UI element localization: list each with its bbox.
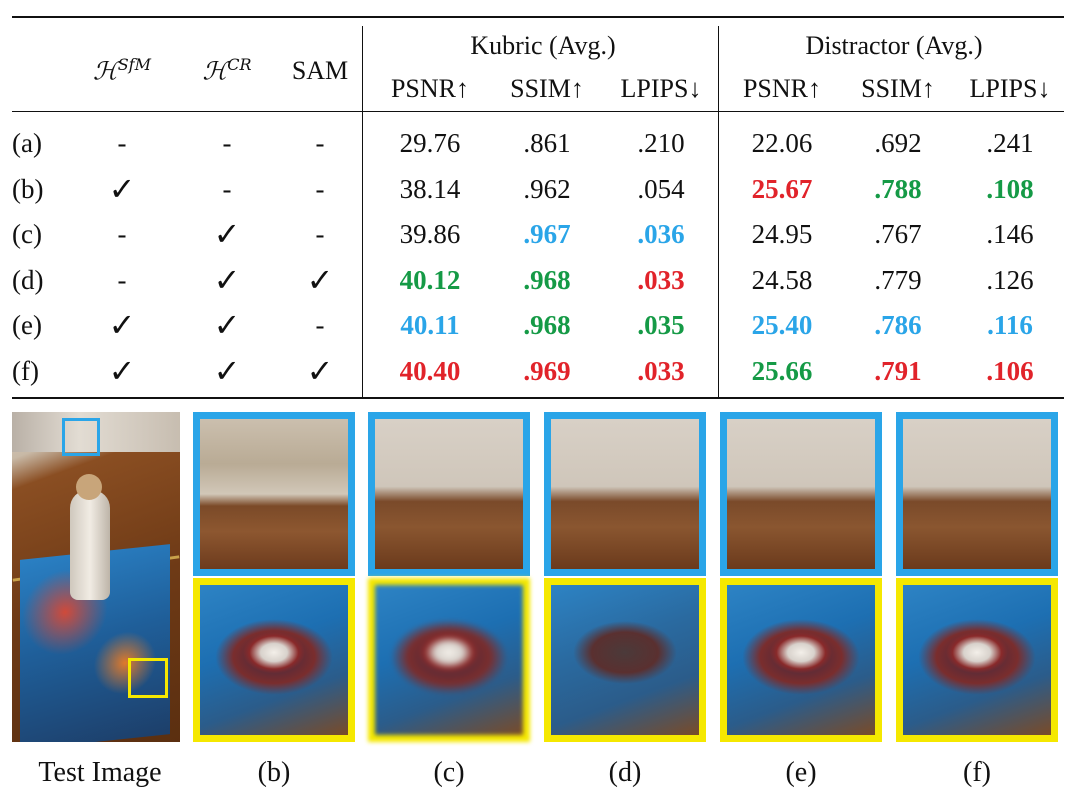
metric-value: 38.14: [399, 173, 461, 204]
metric-value: .210: [637, 128, 685, 158]
metric-value: 25.67: [751, 173, 813, 204]
row-label: (a): [12, 128, 42, 158]
metric-header: LPIPS↓: [620, 74, 702, 103]
yellow-crop-marker: [128, 658, 168, 698]
metric-value: .968: [523, 264, 571, 295]
check-mark: ✓: [213, 215, 241, 253]
metric-header: LPIPS↓: [969, 74, 1051, 103]
metric-value: .968: [523, 310, 571, 340]
metric-value: .126: [986, 264, 1034, 295]
metric-value: .786: [874, 310, 922, 340]
metric-value: .108: [986, 173, 1034, 204]
crop-blue-f: [896, 412, 1058, 576]
check-mark: ✓: [108, 351, 136, 390]
header-rule: [12, 111, 1064, 112]
metric-value: .767: [874, 219, 922, 249]
dash-cell: -: [315, 310, 325, 340]
group-kubric: Kubric (Avg.): [470, 31, 616, 60]
metric-value: 29.76: [399, 128, 461, 158]
metric-header: PSNR↑: [742, 74, 822, 103]
crop-blue-e: [720, 412, 882, 576]
caption-test-image: Test Image: [38, 757, 162, 788]
metric-header: PSNR↑: [390, 74, 470, 103]
caption-c: (c): [433, 757, 465, 788]
metric-value: .779: [874, 264, 922, 295]
metric-value: .146: [986, 219, 1034, 249]
metric-value: .967: [523, 219, 571, 249]
metric-value: .035: [637, 310, 685, 340]
crop-blue-c: [368, 412, 530, 576]
metric-value: 39.86: [399, 219, 461, 249]
separator-methods: [362, 26, 363, 398]
metric-value: 22.06: [751, 128, 813, 158]
figurine: [70, 490, 110, 600]
check-mark: ✓: [306, 260, 334, 299]
crop-yellow-f: [896, 578, 1058, 742]
metric-value: .033: [637, 264, 685, 295]
crop-yellow-b: [193, 578, 355, 742]
crop-yellow-d: [544, 578, 706, 742]
group-distractor: Distractor (Avg.): [805, 31, 983, 60]
caption-e: (e): [785, 757, 817, 788]
caption-d: (d): [608, 757, 642, 788]
bottom-rule: [12, 397, 1064, 399]
check-mark: ✓: [108, 169, 136, 208]
check-mark: ✓: [213, 351, 241, 390]
metric-value: 25.40: [751, 310, 813, 340]
metric-value: 40.40: [399, 355, 461, 386]
crop-yellow-e: [720, 578, 882, 742]
crop-yellow-c: [368, 578, 530, 742]
dash-cell: -: [117, 264, 127, 295]
metric-value: 40.11: [400, 310, 460, 340]
separator-datasets: [718, 26, 719, 398]
metric-value: 24.58: [751, 264, 813, 295]
metric-value: .791: [874, 355, 922, 386]
test-image: [12, 412, 180, 742]
row-label: (d): [12, 264, 44, 295]
check-mark: ✓: [213, 306, 241, 344]
metric-value: .054: [637, 173, 685, 204]
dash-cell: -: [315, 219, 325, 249]
dash-cell: -: [117, 219, 127, 249]
row-label: (f): [12, 355, 39, 386]
metric-value: .861: [523, 128, 571, 158]
metric-value: 24.95: [751, 219, 813, 249]
crop-blue-d: [544, 412, 706, 576]
row-label: (b): [12, 173, 44, 204]
metric-value: .241: [986, 128, 1034, 158]
metric-value: 40.12: [399, 264, 461, 295]
row-label: (e): [12, 310, 42, 340]
caption-f: (f): [963, 757, 991, 788]
dash-cell: -: [315, 128, 325, 158]
metric-value: .788: [874, 173, 922, 204]
dash-cell: -: [222, 128, 232, 158]
dash-cell: -: [222, 173, 232, 204]
crop-blue-b: [193, 412, 355, 576]
metric-value: .033: [637, 355, 685, 386]
blue-crop-marker: [62, 418, 100, 456]
metric-value: .036: [637, 219, 685, 249]
metric-header: SSIM↑: [510, 74, 584, 103]
check-mark: ✓: [306, 351, 334, 390]
header-h-sfm: ℋSfM: [93, 55, 151, 86]
caption-b: (b): [257, 757, 291, 788]
dash-cell: -: [117, 128, 127, 158]
header-h-cr: ℋCR: [202, 55, 252, 86]
dash-cell: -: [315, 173, 325, 204]
metric-value: .962: [523, 173, 571, 204]
metric-value: .106: [986, 355, 1034, 386]
header-sam: SAM: [291, 56, 349, 85]
top-rule: [12, 16, 1064, 18]
metric-value: .692: [874, 128, 922, 158]
check-mark: ✓: [213, 260, 241, 299]
metric-value: .116: [987, 310, 1033, 340]
metric-header: SSIM↑: [861, 74, 935, 103]
metric-value: 25.66: [751, 355, 813, 386]
row-label: (c): [12, 219, 42, 249]
metric-value: .969: [523, 355, 571, 386]
check-mark: ✓: [108, 306, 136, 344]
